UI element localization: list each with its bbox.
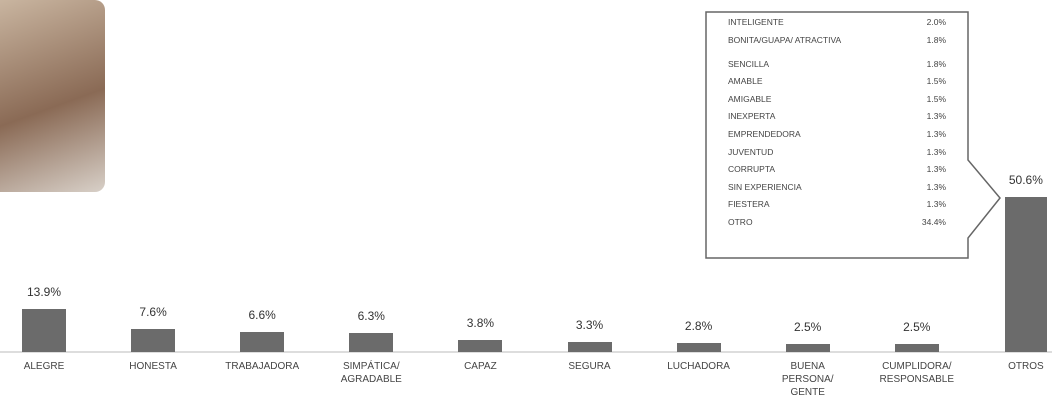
bar (131, 328, 176, 352)
value-label: 6.6% (248, 307, 276, 322)
breakdown-row: SENCILLA 1.8% (728, 59, 946, 69)
value-label: 50.6% (1008, 173, 1043, 187)
breakdown-row: SIN EXPERIENCIA 1.3% (728, 182, 946, 192)
row-label: SIN EXPERIENCIA (728, 181, 802, 192)
breakdown-row: OTRO 34.4% (728, 217, 946, 227)
breakdown-row: CORRUPTA 1.3% (728, 164, 946, 174)
row-value: 1.5% (926, 93, 946, 104)
row-label: INEXPERTA (728, 111, 776, 122)
row-label: INTELIGENTE (728, 17, 784, 27)
category-label: TRABAJADORA (225, 361, 300, 372)
category-label: BUENA PERSONA/ GENTE (781, 361, 834, 398)
value-label: 13.9% (26, 285, 62, 300)
bar (785, 344, 830, 352)
row-value: 1.8% (926, 58, 946, 69)
value-label: 2.5% (794, 320, 822, 335)
breakdown-row: AMIGABLE 1.5% (728, 94, 946, 104)
row-label: BONITA/GUAPA/ ATRACTIVA (728, 34, 842, 45)
breakdown-row: INEXPERTA 1.3% (728, 111, 946, 121)
category-label: SEGURA (568, 361, 611, 372)
row-value: 1.3% (926, 111, 946, 122)
row-label: OTRO (728, 217, 753, 227)
row-label: JUVENTUD (728, 146, 774, 157)
value-label: 2.8% (684, 319, 713, 334)
row-value: 1.3% (926, 146, 946, 157)
bar (22, 309, 66, 352)
breakdown-row: JUVENTUD 1.3% (728, 147, 946, 157)
value-label: 3.3% (575, 317, 604, 332)
row-label: CORRUPTA (728, 164, 776, 175)
value-label: 7.6% (139, 304, 167, 319)
value-label: 3.8% (466, 316, 495, 331)
category-label: CUMPLIDORA/ RESPONSABLE (879, 361, 955, 385)
row-label: EMPRENDEDORA (728, 129, 801, 139)
category-label: OTROS (1008, 361, 1044, 372)
row-value: 1.3% (926, 164, 946, 175)
row-label: FIESTERA (728, 199, 770, 210)
row-value: 1.3% (926, 129, 946, 139)
category-label: CAPAZ (464, 361, 497, 372)
breakdown-row: INTELIGENTE 2.0% (728, 17, 946, 27)
row-label: SENCILLA (728, 58, 770, 69)
callout-box (705, 11, 1001, 259)
bar (240, 331, 285, 352)
row-value: 2.0% (926, 17, 946, 27)
category-label: ALEGRE (23, 361, 65, 372)
bar (349, 332, 394, 352)
photo (0, 0, 105, 192)
value-label: 6.3% (357, 308, 385, 323)
breakdown-row: AMABLE 1.5% (728, 76, 946, 86)
bar (894, 344, 939, 352)
row-label: AMABLE (728, 76, 763, 87)
category-label: SIMPÁTICA/ AGRADABLE (340, 361, 402, 385)
breakdown-row: EMPRENDEDORA 1.3% (728, 129, 946, 139)
category-label: HONESTA (129, 361, 177, 372)
bar (567, 341, 612, 352)
row-label: AMIGABLE (728, 93, 772, 104)
row-value: 1.3% (926, 181, 946, 192)
row-value: 34.4% (921, 217, 946, 227)
category-label: LUCHADORA (667, 361, 730, 372)
row-value: 1.5% (926, 76, 946, 87)
bar (1004, 197, 1047, 352)
row-value: 1.8% (926, 34, 946, 45)
value-label: 2.5% (903, 320, 931, 335)
row-value: 1.3% (926, 199, 946, 210)
bar (458, 340, 503, 352)
breakdown-row: FIESTERA 1.3% (728, 199, 946, 209)
breakdown-row: BONITA/GUAPA/ ATRACTIVA 1.8% (728, 35, 946, 45)
bar (676, 343, 721, 352)
